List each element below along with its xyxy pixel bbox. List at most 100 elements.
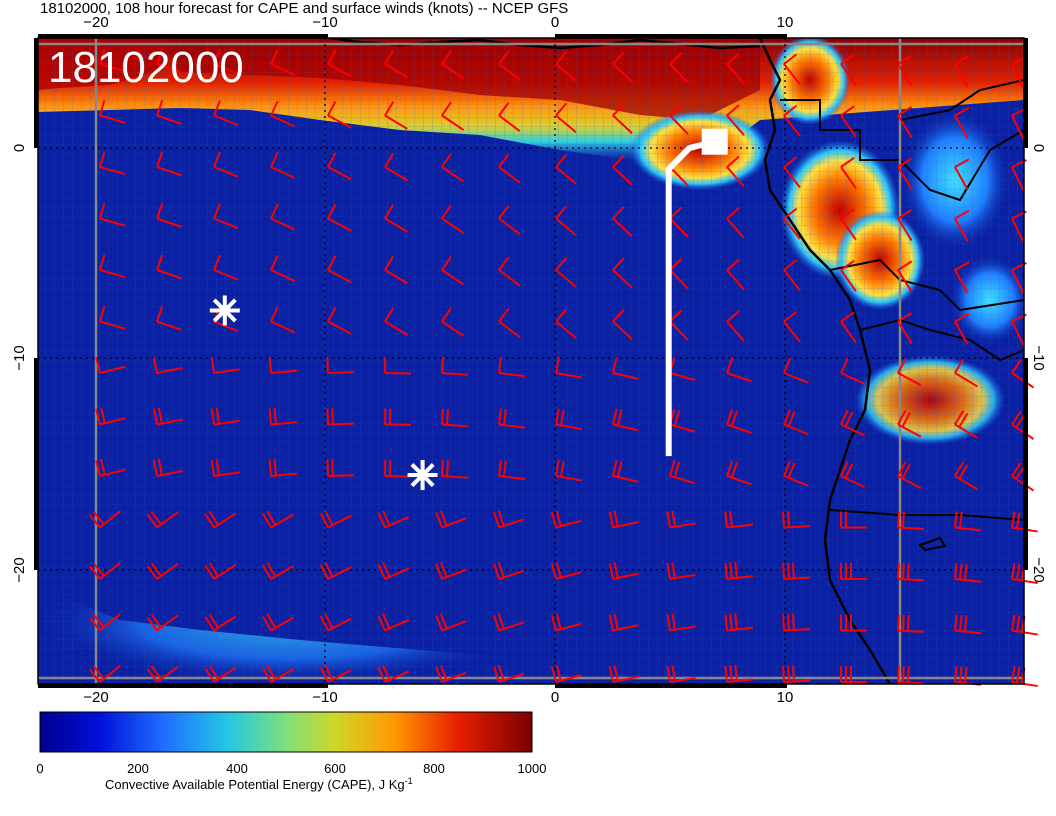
marker-layer: [209, 295, 438, 491]
wind-barb: [384, 255, 408, 285]
bottom-axis: −20 −10 0 10: [83, 689, 793, 706]
wind-barb: [550, 664, 582, 683]
wind-barb: [210, 407, 240, 426]
wind-barb: [726, 207, 745, 239]
wind-barb: [555, 51, 577, 82]
wind-barb: [384, 459, 412, 478]
frame-edge-bar: [1024, 358, 1028, 570]
graticule: [38, 38, 1024, 684]
wind-barb: [612, 206, 633, 237]
wind-barb: [156, 48, 182, 74]
wind-barb: [384, 408, 412, 426]
bottom-tick-label: −10: [312, 689, 337, 706]
bottom-tick-label: 0: [551, 689, 559, 706]
wind-barb: [327, 255, 352, 284]
wind-barb: [555, 205, 577, 236]
asterisk-marker: [209, 295, 240, 326]
wind-barb: [954, 158, 970, 191]
colorbar-title-superscript: -1: [405, 776, 413, 786]
wind-barb: [612, 154, 633, 186]
figure-title: 18102000, 108 hour forecast for CAPE and…: [40, 0, 568, 17]
wind-barb: [384, 152, 408, 182]
wind-barb: [268, 459, 297, 477]
wind-barb: [897, 106, 913, 139]
wind-barb: [954, 614, 981, 635]
wind-barb: [493, 561, 525, 580]
wind-barb: [782, 511, 811, 529]
wind-barb: [435, 613, 467, 632]
wind-barb: [954, 410, 978, 439]
wind-barb: [724, 613, 753, 632]
wind-barb: [612, 408, 639, 432]
frame-edge-bar: [38, 34, 328, 38]
bottom-tick-label: −20: [83, 689, 108, 706]
wind-barb: [384, 356, 412, 375]
wind-barb: [897, 54, 913, 87]
wind-barb: [608, 665, 639, 683]
wind-barb: [954, 562, 981, 583]
wind-barb: [319, 613, 352, 632]
colorbar: 0 200 400 600 800 1000 Convective Availa…: [36, 711, 547, 792]
wind-barb: [99, 254, 126, 279]
wind-barb: [204, 665, 237, 683]
wind-barb: [783, 409, 809, 436]
wind-barb: [435, 664, 467, 683]
wind-barb: [441, 153, 465, 183]
wind-barb: [840, 511, 867, 529]
wind-barb: [783, 259, 801, 292]
wind-barb: [1011, 563, 1038, 585]
wind-barb: [840, 409, 865, 437]
colorbar-tick-label: 1000: [518, 761, 547, 776]
wind-barb: [327, 100, 352, 129]
wind-barb: [152, 459, 183, 477]
wind-barb: [327, 203, 352, 232]
wind-barb: [669, 206, 689, 238]
wind-barb: [441, 307, 465, 337]
colorbar-title: Convective Available Potential Energy (C…: [105, 776, 413, 792]
wind-barb: [897, 511, 925, 530]
wind-barb: [377, 613, 410, 632]
wind-barb: [493, 510, 525, 529]
wind-barb: [213, 151, 239, 178]
wind-barb: [840, 614, 867, 632]
wind-barb: [99, 48, 126, 73]
wind-barb: [99, 202, 126, 227]
top-axis: −20 −10 0 10: [83, 14, 793, 31]
wind-barb: [897, 665, 925, 685]
wind-barb: [326, 356, 355, 374]
wind-barb: [384, 101, 408, 130]
wind-barb: [152, 407, 183, 426]
wind-barb: [441, 459, 469, 479]
wind-barb: [156, 100, 182, 125]
wind-barb: [146, 511, 179, 529]
wind-barb: [954, 55, 970, 88]
wind-barb: [669, 52, 689, 84]
frame-edge-bar: [555, 684, 787, 688]
wind-barb: [555, 308, 577, 339]
country-border: [899, 129, 1024, 202]
bottom-tick-label: 10: [777, 689, 794, 706]
wind-barb: [213, 254, 239, 281]
wind-barb: [726, 357, 752, 383]
map-panel: 18102000: [34, 34, 1038, 688]
wind-barb: [319, 562, 352, 580]
wind-barb: [782, 665, 811, 683]
wind-barb: [840, 358, 865, 385]
right-axis: 0 −10 −20: [1030, 144, 1047, 583]
wind-barb: [270, 203, 295, 231]
wind-barb: [146, 562, 179, 580]
wind-barb: [89, 613, 121, 632]
wind-barb: [213, 48, 239, 75]
wind-barb: [270, 152, 295, 179]
country-border: [829, 509, 1024, 521]
wind-barb: [840, 666, 867, 683]
wind-barb: [327, 49, 352, 78]
wind-barb: [897, 409, 922, 438]
wind-barb: [783, 156, 801, 189]
wind-barb: [262, 665, 295, 683]
wind-barb: [435, 510, 467, 529]
wind-barb: [95, 459, 126, 477]
wind-barb: [204, 510, 237, 529]
wind-barb: [262, 613, 295, 632]
